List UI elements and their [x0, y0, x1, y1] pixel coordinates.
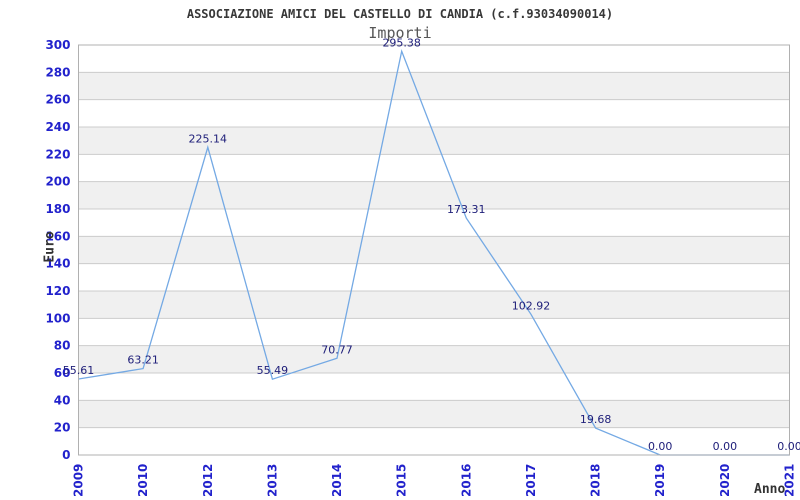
y-tick-label: 260	[45, 93, 70, 107]
y-tick-label: 300	[45, 38, 70, 52]
y-tick-label: 40	[54, 393, 71, 407]
plot-band	[78, 291, 790, 319]
x-tick-label: 2009	[72, 464, 86, 497]
plot-band	[78, 181, 790, 209]
chart-subtitle: Importi	[368, 24, 432, 42]
x-tick-label: 2013	[265, 464, 279, 497]
plot-band	[78, 127, 790, 155]
x-tick-label: 2015	[395, 464, 409, 497]
y-axis-title: Euro	[42, 231, 58, 263]
y-tick-label: 80	[54, 339, 71, 353]
plot-band	[78, 345, 790, 373]
y-tick-label: 20	[54, 421, 71, 435]
y-tick-label: 160	[45, 229, 70, 243]
x-tick-label: 2016	[459, 464, 473, 497]
y-tick-label: 140	[45, 257, 70, 271]
plot-border	[78, 44, 790, 456]
data-point-label: 63.21	[127, 354, 159, 367]
y-tick-label: 280	[45, 65, 70, 79]
data-point-label: 55.61	[63, 364, 95, 377]
data-point-label: 70.77	[321, 343, 353, 356]
y-tick-label: 100	[45, 311, 70, 325]
x-tick-label: 2014	[330, 464, 344, 497]
data-point-label: 0.00	[777, 440, 800, 453]
x-tick-label: 2018	[589, 464, 603, 497]
data-point-label: 19.68	[580, 413, 612, 426]
x-axis-title: Anno	[754, 482, 786, 497]
plot-band	[78, 72, 790, 100]
x-tick-label: 2017	[524, 464, 538, 497]
x-tick-label: 2020	[718, 464, 732, 497]
data-point-label: 0.00	[648, 440, 673, 453]
x-tick-label: 2019	[653, 464, 667, 497]
y-tick-label: 0	[62, 448, 70, 462]
x-tick-label: 2010	[136, 464, 150, 497]
chart-title: ASSOCIAZIONE AMICI DEL CASTELLO DI CANDI…	[186, 7, 614, 21]
x-tick-label: 2012	[201, 464, 215, 497]
data-point-label: 225.14	[189, 132, 228, 145]
data-point-label: 55.49	[257, 364, 289, 377]
plot-band	[78, 236, 790, 264]
y-tick-label: 220	[45, 147, 70, 161]
x-tick-label: 2021	[783, 464, 797, 497]
y-tick-label: 240	[45, 120, 70, 134]
y-tick-label: 60	[54, 366, 71, 380]
y-tick-label: 120	[45, 284, 70, 298]
data-point-label: 295.38	[382, 36, 421, 49]
y-tick-label: 200	[45, 175, 70, 189]
data-point-label: 173.31	[447, 203, 486, 216]
data-point-label: 102.92	[512, 299, 551, 312]
data-point-label: 0.00	[713, 440, 738, 453]
y-tick-label: 180	[45, 202, 70, 216]
plot-band	[78, 400, 790, 428]
